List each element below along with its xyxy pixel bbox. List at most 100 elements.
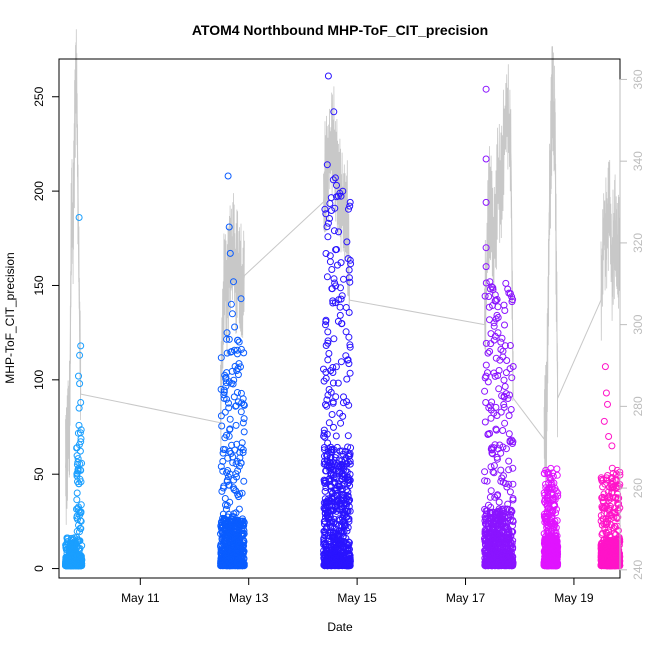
scatter-point <box>505 457 513 465</box>
line-segment <box>512 397 545 440</box>
scatter-point <box>346 202 354 210</box>
scatter-point <box>217 524 225 532</box>
scatter-point <box>550 561 558 569</box>
scatter-point <box>484 515 492 523</box>
scatter-point <box>483 477 491 485</box>
scatter-point <box>546 474 554 482</box>
scatter-point <box>239 449 247 456</box>
scatter-point <box>329 379 337 387</box>
scatter-point <box>490 319 498 327</box>
scatter-point <box>343 486 351 494</box>
scatter-point <box>320 444 328 451</box>
scatter-point <box>325 476 333 484</box>
scatter-point <box>337 284 344 292</box>
scatter-point-outlier <box>227 300 235 308</box>
scatter-point <box>227 348 235 356</box>
scatter-point-outlier <box>224 172 232 180</box>
scatter-point <box>330 547 338 555</box>
scatter-point <box>487 340 495 348</box>
scatter-point <box>498 474 506 482</box>
y-right-tick-label: 240 <box>631 559 645 579</box>
scatter-point <box>217 412 225 420</box>
scatter-point <box>331 279 339 287</box>
scatter-point <box>322 368 330 376</box>
scatter-point <box>553 555 561 563</box>
scatter-point <box>76 528 83 536</box>
scatter-point <box>76 524 84 532</box>
scatter-point <box>484 559 492 567</box>
scatter-point <box>338 475 346 482</box>
scatter-point <box>345 401 353 409</box>
scatter-point-outlier <box>76 380 84 388</box>
scatter-point <box>329 489 337 497</box>
scatter-point <box>550 479 558 487</box>
scatter-point <box>552 524 560 532</box>
y-left-tick-label: 100 <box>32 370 46 390</box>
scatter-point <box>599 493 606 501</box>
scatter-point <box>490 524 498 532</box>
scatter-point <box>322 544 330 552</box>
scatter-point <box>507 544 515 552</box>
scatter-point <box>320 499 328 507</box>
scatter-point <box>233 554 240 562</box>
scatter-point <box>503 357 511 364</box>
scatter-point <box>481 387 489 395</box>
scatter-point <box>73 452 81 460</box>
scatter-point <box>233 457 241 465</box>
scatter-point <box>509 495 517 502</box>
scatter-point <box>337 549 345 557</box>
y-left-tick-label: 150 <box>32 275 46 295</box>
scatter-point <box>499 478 507 486</box>
scatter-point <box>600 520 608 528</box>
scatter-point <box>344 356 352 364</box>
scatter-point-outlier <box>230 278 237 286</box>
scatter-point <box>493 296 501 303</box>
scatter-point <box>330 335 338 343</box>
scatter-point <box>346 341 354 349</box>
scatter-point <box>501 383 509 390</box>
scatter-point <box>343 398 351 406</box>
scatter-point <box>235 505 243 513</box>
scatter-point-outlier <box>542 466 550 474</box>
scatter-point <box>501 321 508 329</box>
scatter-point <box>505 412 513 420</box>
scatter-point <box>551 536 559 544</box>
scatter-point <box>485 404 493 412</box>
scatter-point-outlier <box>75 214 83 221</box>
scatter-point <box>320 536 328 544</box>
scatter-point <box>330 518 338 526</box>
y-left-tick-label: 50 <box>32 467 46 481</box>
scatter-point <box>73 489 81 497</box>
scatter-point-outlier <box>494 329 502 337</box>
y-right-tick-label: 260 <box>631 478 645 498</box>
scatter-point <box>498 334 506 342</box>
scatter-point <box>495 498 503 506</box>
scatter-point-outlier <box>330 227 338 235</box>
scatter-point <box>229 453 237 461</box>
scatter-point <box>495 385 503 393</box>
scatter-point-outlier <box>486 278 494 286</box>
scatter-point <box>225 335 233 343</box>
scatter-point <box>481 549 489 557</box>
scatter-point <box>221 534 229 542</box>
scatter-point <box>344 432 352 440</box>
scatter-point <box>552 556 560 564</box>
scatter-point <box>225 528 233 536</box>
scatter-point <box>502 279 510 287</box>
scatter-point <box>334 467 342 475</box>
scatter-point <box>505 430 513 438</box>
scatter-point <box>339 491 347 498</box>
scatter-point <box>502 390 510 398</box>
scatter-point <box>331 204 339 212</box>
cluster-6 <box>597 363 624 570</box>
x-tick-label: May 13 <box>229 591 269 605</box>
scatter-point <box>225 432 233 440</box>
scatter-point <box>545 505 552 513</box>
scatter-point <box>326 459 334 466</box>
scatter-point <box>343 468 351 476</box>
scatter-point <box>340 494 348 502</box>
scatter-point <box>323 551 331 559</box>
scatter-point <box>344 458 352 466</box>
scatter-point <box>486 348 494 355</box>
scatter-point <box>239 539 247 547</box>
